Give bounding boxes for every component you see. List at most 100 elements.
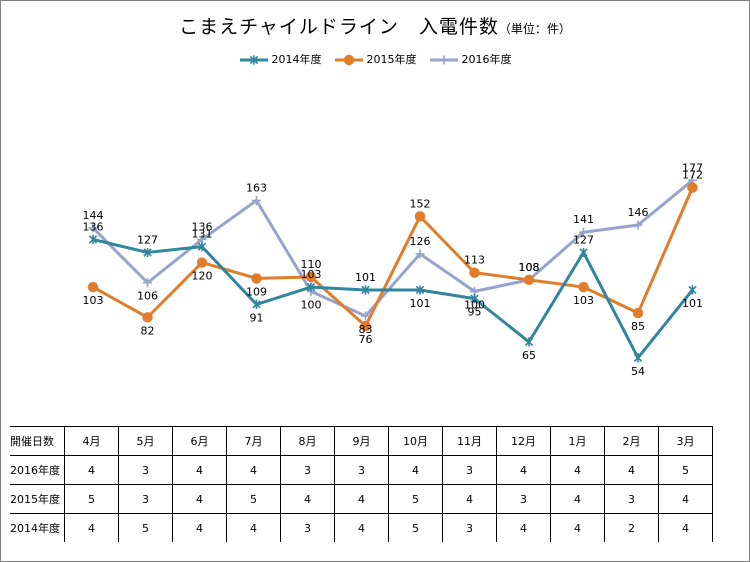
chart-title: こまえチャイルドライン 入電件数（単位：件） xyxy=(0,12,750,39)
legend-marker xyxy=(439,55,448,65)
data-label-2015年度-2月: 85 xyxy=(631,320,645,333)
series-line-2015年度 xyxy=(92,186,694,328)
data-point-2014年度-5月 xyxy=(143,247,152,258)
chart-title-text: こまえチャイルドライン 入電件数 xyxy=(179,16,499,38)
data-label-2014年度-9月: 101 xyxy=(355,271,376,284)
legend-label: 2014年度 xyxy=(271,53,322,66)
data-label-2015年度-10月: 152 xyxy=(410,197,431,210)
data-point-2015年度-4月 xyxy=(87,281,99,293)
data-point-2015年度-5月 xyxy=(142,312,153,323)
table-cell: 5 xyxy=(118,513,173,542)
legend-entry: 2016年度 xyxy=(429,51,512,67)
category-label: 2月 xyxy=(604,426,659,456)
table-row-label: 2015年度 xyxy=(10,484,65,514)
legend-entry: 2015年度 xyxy=(334,51,417,67)
data-label-2015年度-5月: 82 xyxy=(141,324,155,337)
table-cell: 4 xyxy=(226,455,281,485)
table-cell: 3 xyxy=(604,484,659,514)
table-cell: 5 xyxy=(226,484,281,514)
table-row: 2015年度 5 3 4 5 4 4 5 4 3 4 3 4 xyxy=(10,484,713,514)
data-label-2015年度-3月: 172 xyxy=(682,169,703,182)
category-label: 12月 xyxy=(496,426,551,456)
data-label-2014年度-6月: 131 xyxy=(192,228,213,241)
table-cell: 4 xyxy=(64,455,119,485)
data-label-2014年度-12月: 65 xyxy=(522,349,536,362)
category-label: 3月 xyxy=(658,426,713,456)
data-label-2015年度-11月: 113 xyxy=(464,254,485,267)
category-label: 9月 xyxy=(334,426,389,456)
legend-swatch xyxy=(239,55,268,65)
data-label-2014年度-3月: 101 xyxy=(682,297,703,310)
series-line-2014年度 xyxy=(92,237,694,360)
table-cell: 3 xyxy=(496,484,551,514)
data-label-2015年度-12月: 108 xyxy=(519,261,540,274)
data-point-2015年度-12月 xyxy=(523,274,535,286)
data-point-2015年度-2月 xyxy=(632,307,644,319)
data-point-2014年度-11月 xyxy=(470,294,479,304)
table-cell: 4 xyxy=(658,513,713,542)
data-point-2015年度-1月 xyxy=(578,281,589,293)
data-label-2014年度-10月: 101 xyxy=(410,297,431,310)
data-point-2014年度-10月 xyxy=(415,285,425,295)
data-point-2016年度-1月 xyxy=(579,227,588,237)
category-label: 10月 xyxy=(388,426,443,456)
data-table: 開催日数 4月 5月 6月 7月 8月 9月 10月 11月 12月 1月 2月 3月 2016年度 4 3 4… xyxy=(10,426,713,542)
table-cell: 3 xyxy=(280,513,335,542)
data-label-2015年度-1月: 103 xyxy=(573,294,594,307)
data-point-2014年度-1月 xyxy=(579,247,588,258)
data-point-2015年度-3月 xyxy=(687,182,698,193)
legend-entry: 2014年度 xyxy=(239,51,322,67)
data-point-2016年度-7月 xyxy=(252,195,261,205)
table-row: 2016年度 4 3 4 4 3 3 4 3 4 4 4 5 xyxy=(10,455,713,485)
category-label: 6月 xyxy=(172,426,227,456)
table-cell: 3 xyxy=(442,513,497,542)
table-cell: 2 xyxy=(604,513,659,542)
data-label-2016年度-6月: 136 xyxy=(192,220,213,233)
table-cell: 3 xyxy=(334,455,389,485)
table-cell: 4 xyxy=(64,513,119,542)
data-point-2016年度-4月 xyxy=(88,223,98,233)
data-point-2014年度-9月 xyxy=(361,285,370,295)
table-cell: 3 xyxy=(118,484,173,514)
category-label: 5月 xyxy=(118,426,173,456)
data-label-2016年度-4月: 144 xyxy=(83,209,104,222)
unit-note: （単位：件） xyxy=(498,22,571,36)
data-label-2016年度-9月: 83 xyxy=(359,323,373,336)
data-label-2014年度-7月: 91 xyxy=(250,311,264,324)
plot-area: 136 127 131 91 103 101 101 95 65 127 54 101 103 82 120… xyxy=(83,161,704,378)
table-cell: 4 xyxy=(280,484,335,514)
data-label-2014年度-8月: 103 xyxy=(301,268,322,281)
data-label-2014年度-5月: 127 xyxy=(137,233,158,246)
data-point-2014年度-3月 xyxy=(688,285,697,295)
data-label-2015年度-7月: 109 xyxy=(246,285,267,298)
data-point-2014年度-8月 xyxy=(306,282,316,292)
table-cell: 4 xyxy=(550,455,605,485)
data-point-2015年度-9月 xyxy=(360,320,371,332)
table-cell: 4 xyxy=(496,513,551,542)
table-cell: 4 xyxy=(550,484,605,514)
table-cell: 4 xyxy=(388,455,443,485)
legend-label: 2015年度 xyxy=(366,53,417,66)
data-point-2014年度-7月 xyxy=(252,299,261,309)
series-2014年度 xyxy=(88,234,697,363)
data-point-2014年度-4月 xyxy=(88,234,98,245)
data-label-2015年度-9月: 76 xyxy=(359,333,373,346)
table-cell: 4 xyxy=(442,484,497,514)
legend: 2014年度 2015年度 2016年度 xyxy=(0,51,750,67)
data-label-2016年度-5月: 106 xyxy=(137,290,158,303)
table-cell: 4 xyxy=(658,484,713,514)
category-label: 11月 xyxy=(442,426,497,456)
table-cell: 3 xyxy=(280,455,335,485)
data-label-2014年度-11月: 95 xyxy=(468,306,482,319)
data-point-2015年度-11月 xyxy=(469,267,480,278)
category-label: 8月 xyxy=(280,426,335,456)
legend-label: 2016年度 xyxy=(461,53,512,66)
data-point-2015年度-8月 xyxy=(305,271,317,283)
table-cell: 4 xyxy=(172,513,227,542)
category-label: 4月 xyxy=(64,426,119,456)
data-label-2016年度-1月: 141 xyxy=(573,213,594,226)
data-label-2016年度-12月: 108 xyxy=(519,261,540,274)
data-point-2015年度-10月 xyxy=(414,211,426,222)
data-label-2014年度-2月: 54 xyxy=(631,365,645,378)
table-cell: 4 xyxy=(604,455,659,485)
